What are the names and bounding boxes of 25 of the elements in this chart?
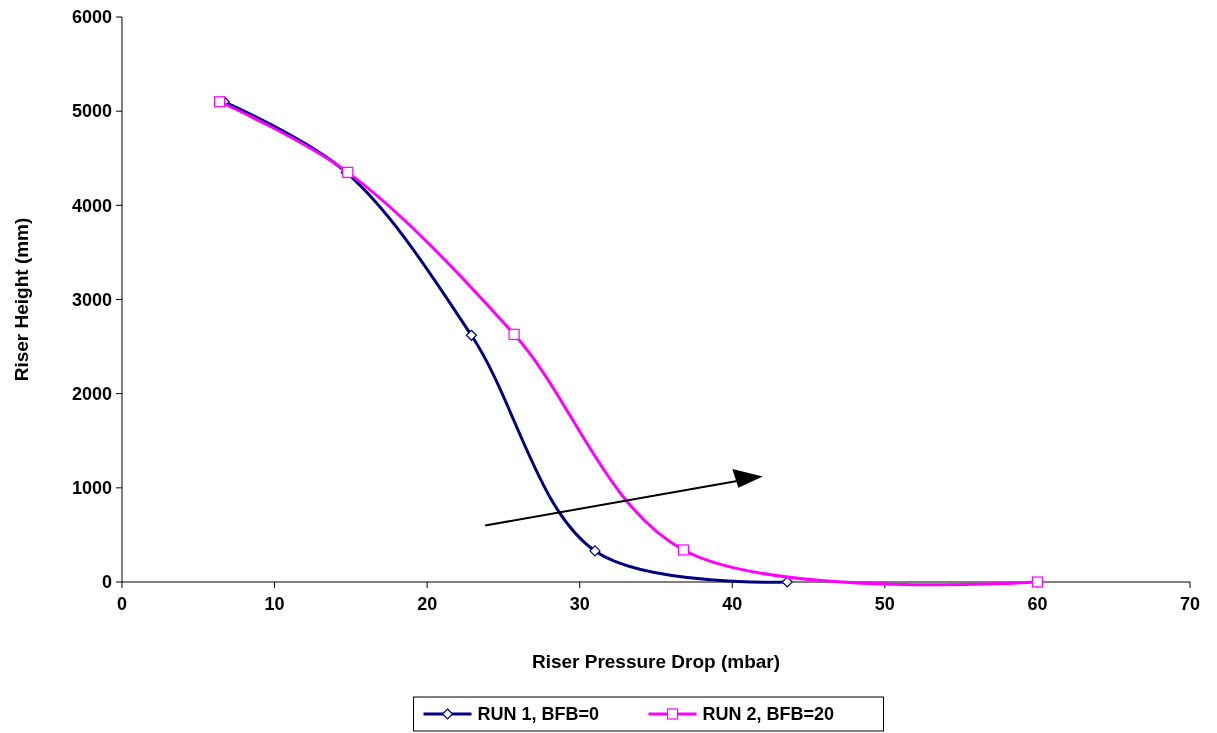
point (589, 545, 601, 557)
point (508, 328, 520, 340)
y-tick-label: 1000 (71, 478, 112, 499)
x-tick-label: 40 (722, 594, 743, 614)
x-tick-label: 0 (116, 594, 128, 614)
point (1031, 576, 1044, 588)
legend-label: RUN 2, BFB=20 (702, 704, 835, 725)
x-axis-title: Riser Pressure Drop (mbar) (531, 651, 781, 672)
x-tick-label: 10 (264, 594, 285, 614)
y-tick-label: 0 (101, 572, 112, 593)
y-axis-title: Riser Height (mm) (11, 217, 32, 382)
y-tick-label: 3000 (71, 289, 112, 310)
point (465, 329, 477, 341)
y-tick-label: 2000 (71, 383, 112, 404)
point (677, 544, 690, 556)
x-tick-label: 20 (417, 594, 438, 614)
y-tick-label: 5000 (71, 101, 112, 122)
x-tick-label: 60 (1027, 594, 1048, 614)
x-tick-label: 30 (569, 594, 590, 614)
x-tick-label: 70 (1179, 594, 1201, 614)
x-tick-label: 50 (874, 594, 895, 614)
legend-label: RUN 1, BFB=0 (477, 704, 600, 725)
y-tick-label: 4000 (71, 195, 112, 216)
point (214, 96, 226, 108)
y-tick-label: 6000 (71, 7, 112, 28)
